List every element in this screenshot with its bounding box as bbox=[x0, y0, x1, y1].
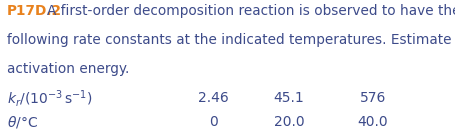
Text: P17D.2: P17D.2 bbox=[7, 4, 62, 18]
Text: $k_r/(10^{-3}\,\mathrm{s}^{-1})$: $k_r/(10^{-3}\,\mathrm{s}^{-1})$ bbox=[7, 88, 92, 109]
Text: 576: 576 bbox=[360, 92, 386, 105]
Text: following rate constants at the indicated temperatures. Estimate the: following rate constants at the indicate… bbox=[7, 33, 455, 47]
Text: 2.46: 2.46 bbox=[198, 92, 229, 105]
Text: A first-order decomposition reaction is observed to have the: A first-order decomposition reaction is … bbox=[47, 4, 455, 18]
Text: 20.0: 20.0 bbox=[273, 115, 304, 129]
Text: 0: 0 bbox=[209, 115, 218, 129]
Text: $\theta/°\mathrm{C}$: $\theta/°\mathrm{C}$ bbox=[7, 114, 38, 130]
Text: activation energy.: activation energy. bbox=[7, 62, 129, 76]
Text: 40.0: 40.0 bbox=[358, 115, 389, 129]
Text: 45.1: 45.1 bbox=[273, 92, 304, 105]
